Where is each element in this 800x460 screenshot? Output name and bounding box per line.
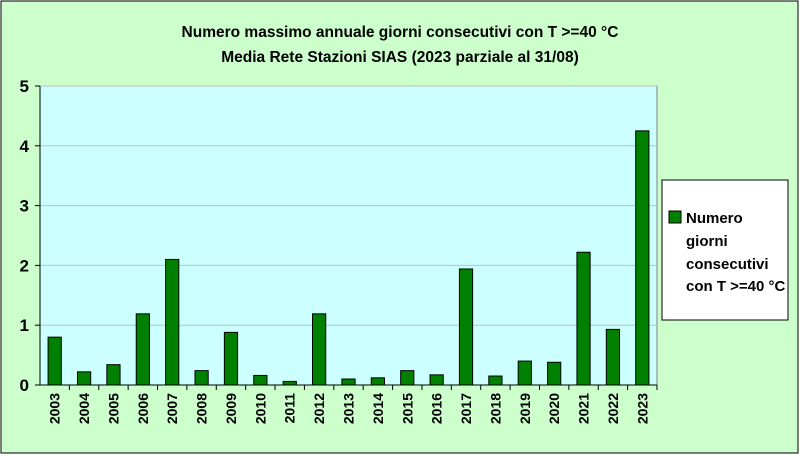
x-tick-label-2007: 2007 [164,393,180,424]
x-tick-label-2009: 2009 [223,393,239,424]
x-tick-label-2008: 2008 [194,393,210,424]
y-tick-label-1: 1 [20,316,29,335]
y-tick-label-5: 5 [20,77,29,96]
x-tick-label-2003: 2003 [47,393,63,424]
x-tick-label-2006: 2006 [135,393,151,424]
legend-swatch [668,210,682,224]
bars-layer [47,130,650,386]
bar-2023 [635,130,650,386]
bar-2006 [135,313,150,386]
bar-2017 [458,268,474,386]
x-tick-label-2021: 2021 [576,393,592,424]
y-tick-label-3: 3 [20,197,29,216]
y-tick-label-2: 2 [20,256,29,275]
bar-2013 [341,378,356,386]
axes-layer: 0 1 2 3 4 5 2003 2004 2005 2006 2007 2008 2009 2010 20… [20,77,658,424]
x-tick-label-2010: 2010 [252,393,268,424]
x-tick-label-2012: 2012 [311,393,327,424]
bar-2011 [282,380,297,386]
bar-2003 [47,336,62,386]
bar-2005 [106,364,121,386]
bar-2022 [605,328,621,386]
chart-title-line-1: Numero massimo annuale giorni consecutiv… [182,24,619,41]
x-tick-label-2023: 2023 [634,393,650,424]
x-tick-label-2011: 2011 [282,393,298,424]
x-tick-label-2022: 2022 [605,393,621,424]
legend-label-line-4: con T >=40 °C [686,278,786,295]
x-tick-label-2016: 2016 [429,393,445,424]
x-tick-label-2013: 2013 [341,393,357,424]
x-tick-label-2020: 2020 [546,393,562,424]
bar-2009 [223,331,239,386]
chart-title-line-2: Media Rete Stazioni SIAS (2023 parziale … [221,49,579,66]
x-tick-label-2018: 2018 [487,393,503,424]
bar-2007 [165,258,180,386]
bar-2016 [429,374,444,386]
x-tick-label-2005: 2005 [105,393,121,424]
legend-label-line-2: giorni [686,233,728,250]
bar-2014 [370,377,385,386]
x-tick-label-2017: 2017 [458,393,474,424]
bar-2010 [253,374,268,386]
bar-2020 [547,361,562,386]
bar-2008 [194,370,209,386]
bar-2015 [400,370,415,386]
legend-box [661,179,789,321]
bar-2012 [312,313,327,386]
bar-2004 [76,371,92,386]
plot-area [39,85,658,386]
bar-2019 [517,360,532,386]
x-tick-label-2019: 2019 [517,393,533,424]
x-tick-label-2015: 2015 [399,393,415,424]
bar-2021 [576,251,591,386]
legend-label-line-1: Numero [686,210,743,227]
bar-2018 [488,375,503,386]
x-tick-label-2014: 2014 [370,393,386,424]
y-tick-label-0: 0 [20,376,29,395]
x-tick-label-2004: 2004 [76,393,92,424]
legend: Numero giorni consecutivi con T >=40 °C [661,179,789,321]
y-tick-label-4: 4 [20,137,30,156]
legend-label-line-3: consecutivi [686,256,769,273]
